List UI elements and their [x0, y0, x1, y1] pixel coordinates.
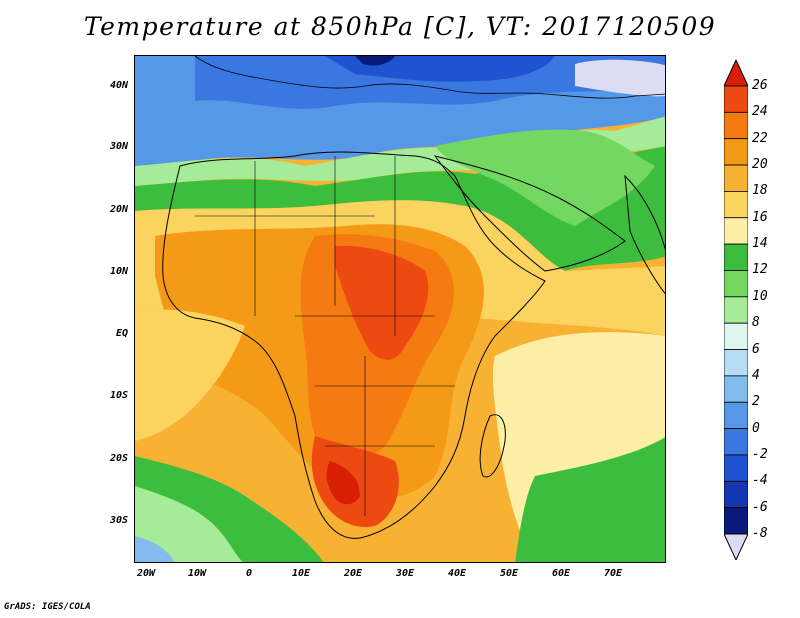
lat-label-10s: 10S	[109, 390, 128, 401]
colorbar-label: 2	[752, 394, 760, 410]
coastline-europe	[194, 56, 665, 99]
lat-label-20s: 20S	[109, 453, 128, 464]
colorbar-label: -4	[752, 473, 768, 489]
field-atlantic-light	[135, 309, 245, 441]
country-borders	[195, 156, 455, 516]
colorbar-box	[724, 270, 748, 298]
colorbar-label: 26	[752, 78, 768, 93]
map-title: Temperature at 850hPa [C], VT: 201712050…	[83, 12, 717, 41]
colorbar	[724, 60, 748, 560]
colorbar-label: 8	[752, 315, 760, 331]
lon-label-70e: 70E	[603, 568, 623, 579]
colorbar-box	[724, 243, 748, 271]
colorbar-label: -8	[752, 526, 768, 541]
colorbar-label: -6	[752, 499, 768, 515]
colorbar-box	[724, 164, 748, 192]
colorbar-box	[724, 507, 748, 535]
lon-label-40e: 40E	[447, 568, 467, 579]
colorbar-label: -2	[752, 446, 768, 462]
colorbar-label: 10	[752, 288, 768, 304]
colorbar-box	[724, 428, 748, 456]
colorbar-box	[724, 401, 748, 429]
coastline-africa	[162, 151, 546, 539]
temperature-field	[135, 56, 665, 562]
lat-label-30n: 30N	[109, 141, 128, 152]
colorbar-label: 4	[752, 367, 760, 383]
lon-label-20e: 20E	[343, 568, 363, 579]
lon-label-30e: 30E	[395, 568, 415, 579]
lon-label-10w: 10W	[187, 568, 207, 579]
lat-label-20n: 20N	[109, 204, 128, 215]
colorbar-box	[724, 480, 748, 509]
field-arabia-lightgreen	[435, 129, 655, 226]
colorbar-box	[724, 85, 748, 113]
colorbar-bottom-arrow	[724, 533, 748, 560]
lon-label-60e: 60E	[551, 568, 571, 579]
colorbar-box	[724, 111, 748, 140]
lat-label-eq: EQ	[115, 328, 128, 339]
colorbar-label: 22	[752, 130, 768, 146]
field-south-indian-green	[515, 437, 665, 562]
coastline-madagascar	[479, 414, 506, 478]
grads-credit: GrADS: IGES/COLA	[4, 602, 91, 612]
lat-label-10n: 10N	[109, 266, 128, 277]
field-kalahari-hottest	[326, 461, 360, 505]
coastline-india	[624, 174, 665, 295]
colorbar-box	[724, 349, 748, 377]
colorbar-label: 20	[752, 157, 768, 173]
colorbar-top-arrow	[724, 60, 748, 87]
colorbar-label: 18	[752, 183, 768, 199]
lon-label-0: 0	[245, 568, 253, 579]
lat-label-30s: 30S	[109, 515, 128, 526]
coastline-arabia	[433, 155, 626, 272]
field-sw-blue	[135, 536, 175, 562]
colorbar-label: 14	[752, 236, 768, 252]
colorbar-label: 6	[752, 341, 760, 357]
colorbar-box	[724, 322, 748, 350]
lat-label-40n: 40N	[109, 80, 128, 91]
colorbar-label: 12	[752, 262, 768, 278]
field-midlat-pale	[135, 116, 665, 186]
field-north-cooler	[195, 56, 665, 109]
lon-label-50e: 50E	[499, 568, 519, 579]
field-south-atlantic-pale	[135, 486, 243, 562]
colorbar-box	[724, 217, 748, 245]
lon-label-10e: 10E	[291, 568, 311, 579]
temperature-map	[134, 55, 666, 563]
field-north-very-cold	[575, 59, 665, 97]
field-central-hotter	[335, 245, 429, 360]
field-north-very-cold	[355, 56, 395, 66]
lon-label-20w: 20W	[136, 568, 156, 579]
colorbar-box	[724, 454, 748, 482]
colorbar-box	[724, 191, 748, 219]
colorbar-label: 0	[752, 420, 760, 436]
colorbar-label: 24	[752, 104, 768, 120]
colorbar-box	[724, 296, 748, 324]
colorbar-box	[724, 138, 748, 166]
colorbar-box	[724, 375, 748, 403]
colorbar-label: 16	[752, 209, 768, 225]
